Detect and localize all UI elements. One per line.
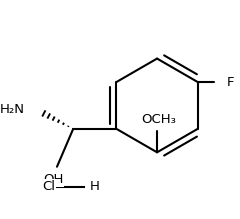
Text: H: H	[90, 180, 100, 193]
Text: Cl: Cl	[42, 180, 55, 193]
Text: F: F	[227, 76, 234, 88]
Text: H₂N: H₂N	[0, 102, 24, 116]
Text: OCH₃: OCH₃	[141, 113, 176, 126]
Text: OH: OH	[43, 173, 64, 186]
